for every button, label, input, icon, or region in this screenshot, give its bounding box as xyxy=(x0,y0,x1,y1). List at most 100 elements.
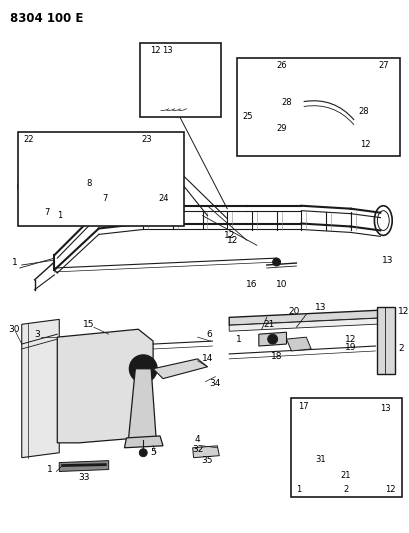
Polygon shape xyxy=(173,58,219,62)
Text: 1: 1 xyxy=(46,465,52,474)
Polygon shape xyxy=(46,154,62,179)
Polygon shape xyxy=(27,149,54,183)
Circle shape xyxy=(346,483,354,491)
Circle shape xyxy=(164,72,190,98)
Text: 12: 12 xyxy=(360,140,370,149)
Text: 2: 2 xyxy=(342,485,348,494)
Polygon shape xyxy=(353,107,370,142)
Text: 14: 14 xyxy=(201,354,213,364)
Text: 5: 5 xyxy=(150,448,155,457)
Polygon shape xyxy=(382,440,398,453)
Text: 8: 8 xyxy=(86,179,91,188)
Text: 17: 17 xyxy=(297,402,308,411)
Text: 4: 4 xyxy=(194,435,200,445)
Text: 23: 23 xyxy=(141,135,151,144)
Text: 20: 20 xyxy=(288,307,299,316)
Polygon shape xyxy=(120,154,136,179)
Text: 31: 31 xyxy=(315,455,326,464)
Text: 10: 10 xyxy=(275,280,287,289)
Text: 25: 25 xyxy=(241,112,252,122)
Polygon shape xyxy=(376,308,394,374)
Text: 21: 21 xyxy=(263,320,274,329)
Polygon shape xyxy=(301,406,394,414)
Polygon shape xyxy=(34,159,173,168)
Circle shape xyxy=(140,366,146,372)
Text: 13: 13 xyxy=(379,404,390,413)
Circle shape xyxy=(267,334,277,344)
Text: 1: 1 xyxy=(12,257,18,266)
Text: 21: 21 xyxy=(340,471,350,480)
Text: 7: 7 xyxy=(102,195,107,203)
Text: 34: 34 xyxy=(209,379,220,388)
Text: 26: 26 xyxy=(276,61,286,70)
Text: 32: 32 xyxy=(191,445,203,454)
Text: 12: 12 xyxy=(344,335,355,344)
Polygon shape xyxy=(22,319,59,458)
Circle shape xyxy=(156,63,199,107)
Text: 1: 1 xyxy=(56,211,62,220)
Text: 7: 7 xyxy=(45,208,50,217)
Bar xyxy=(291,398,401,497)
Text: 33: 33 xyxy=(78,473,90,482)
Polygon shape xyxy=(301,482,394,489)
Text: 29: 29 xyxy=(276,124,286,133)
Circle shape xyxy=(358,119,364,125)
Polygon shape xyxy=(380,414,394,489)
Polygon shape xyxy=(18,182,29,189)
Text: 28: 28 xyxy=(281,98,291,107)
Polygon shape xyxy=(229,310,394,325)
Polygon shape xyxy=(124,436,163,448)
Polygon shape xyxy=(59,461,108,472)
Polygon shape xyxy=(281,90,315,109)
Text: 1: 1 xyxy=(296,485,301,494)
Text: 15: 15 xyxy=(83,320,94,329)
Polygon shape xyxy=(27,156,175,176)
Polygon shape xyxy=(229,317,394,331)
Circle shape xyxy=(50,162,58,170)
Text: 12: 12 xyxy=(397,307,409,316)
Text: 18: 18 xyxy=(270,352,282,361)
Circle shape xyxy=(272,258,280,266)
Text: 13: 13 xyxy=(381,256,392,264)
Text: 3: 3 xyxy=(35,330,40,338)
Bar xyxy=(236,58,399,156)
Circle shape xyxy=(129,355,157,383)
Polygon shape xyxy=(128,369,156,440)
Text: 24: 24 xyxy=(158,195,169,203)
Circle shape xyxy=(124,162,132,170)
Polygon shape xyxy=(182,53,219,70)
Polygon shape xyxy=(365,74,394,147)
Text: 8304 100 E: 8304 100 E xyxy=(10,12,83,25)
Circle shape xyxy=(135,361,151,377)
Text: 12: 12 xyxy=(223,231,234,240)
Circle shape xyxy=(296,94,299,98)
Polygon shape xyxy=(151,53,182,70)
Text: 1: 1 xyxy=(236,335,241,344)
Bar xyxy=(18,132,183,225)
Text: 6: 6 xyxy=(206,330,212,338)
Circle shape xyxy=(139,449,147,457)
Text: 12: 12 xyxy=(384,485,395,494)
Circle shape xyxy=(173,80,182,90)
Text: 30: 30 xyxy=(8,325,19,334)
Text: 2: 2 xyxy=(397,344,403,353)
Polygon shape xyxy=(57,329,153,443)
Text: 19: 19 xyxy=(344,343,355,352)
Text: 27: 27 xyxy=(377,61,388,70)
Text: 16: 16 xyxy=(245,280,257,289)
Polygon shape xyxy=(86,154,101,179)
Polygon shape xyxy=(286,337,310,351)
Circle shape xyxy=(375,138,383,146)
Polygon shape xyxy=(192,446,219,458)
Text: 12: 12 xyxy=(150,46,160,55)
Polygon shape xyxy=(153,359,207,378)
Polygon shape xyxy=(258,332,286,346)
Bar xyxy=(140,43,221,117)
Circle shape xyxy=(294,92,301,100)
Circle shape xyxy=(90,162,98,170)
Text: 35: 35 xyxy=(201,456,213,465)
Polygon shape xyxy=(246,64,394,74)
Text: 12: 12 xyxy=(226,236,237,245)
Text: 13: 13 xyxy=(315,303,326,312)
Text: 22: 22 xyxy=(24,135,34,144)
